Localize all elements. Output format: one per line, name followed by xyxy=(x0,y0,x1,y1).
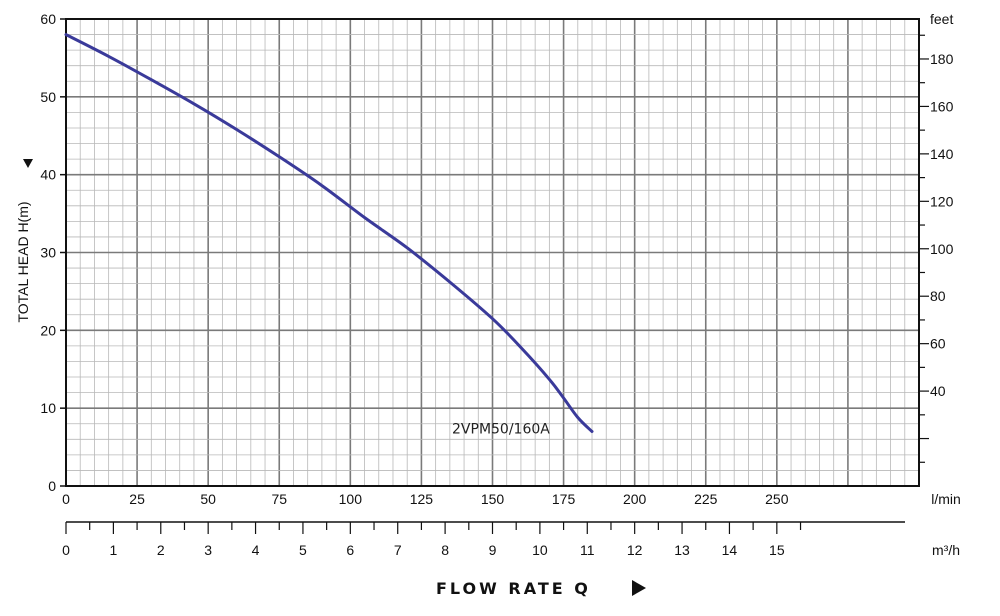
series-label: 2VPM50/160A xyxy=(452,422,550,438)
lpm-tick-label: 0 xyxy=(62,491,70,507)
right-tick-label: 160 xyxy=(930,98,954,114)
m3h-tick-label: 13 xyxy=(674,542,690,558)
right-tick-label: 180 xyxy=(930,51,954,67)
m3h-tick-label: 9 xyxy=(489,542,497,558)
m3h-tick-label: 11 xyxy=(580,542,595,558)
left-tick-label: 20 xyxy=(40,322,56,338)
lpm-tick-label: 100 xyxy=(339,491,363,507)
left-tick-label: 10 xyxy=(40,400,56,416)
left-tick-label: 50 xyxy=(40,89,56,105)
lpm-tick-label: 25 xyxy=(129,491,145,507)
m3h-tick-label: 0 xyxy=(62,542,70,558)
m3h-tick-label: 1 xyxy=(109,542,117,558)
right-tick-label: 60 xyxy=(930,336,946,352)
left-tick-label: 40 xyxy=(40,167,56,183)
left-tick-label: 30 xyxy=(40,245,56,261)
right-tick-label: 100 xyxy=(930,241,954,257)
right-tick-label: 40 xyxy=(930,383,946,399)
x-axis-arrow-icon xyxy=(632,580,646,596)
m3h-tick-label: 14 xyxy=(722,542,738,558)
m3h-axis-unit: m³/h xyxy=(932,542,960,558)
m3h-tick-label: 5 xyxy=(299,542,307,558)
m3h-tick-label: 15 xyxy=(769,542,785,558)
left-tick-label: 60 xyxy=(40,11,56,27)
series-line xyxy=(64,33,594,433)
lpm-tick-label: 250 xyxy=(765,491,789,507)
m3h-tick-label: 12 xyxy=(627,542,643,558)
y-axis-title-group: TOTAL HEAD H(m) xyxy=(15,159,33,323)
lpm-tick-label: 150 xyxy=(481,491,505,507)
m3h-tick-label: 3 xyxy=(204,542,212,558)
y-axis-title: TOTAL HEAD H(m) xyxy=(15,201,31,322)
lpm-tick-label: 175 xyxy=(552,491,576,507)
m3h-tick-label: 6 xyxy=(346,542,354,558)
y-axis-arrow-icon xyxy=(23,159,33,168)
right-axis-ticks: 40 60 80 100 120 140 160 180 xyxy=(919,34,954,463)
lpm-axis-unit: l/min xyxy=(931,491,961,507)
left-axis-ticks: 0 10 20 30 40 50 60 xyxy=(40,11,66,494)
right-tick-label: 120 xyxy=(930,193,954,209)
lpm-tick-label: 200 xyxy=(623,491,647,507)
m3h-tick-label: 8 xyxy=(441,542,449,558)
m3h-tick-label: 4 xyxy=(252,542,260,558)
series-group: 2VPM50/160A xyxy=(64,33,594,438)
m3h-axis: 0 1 2 3 4 5 6 7 8 9 10 11 12 13 14 15 xyxy=(62,521,905,558)
lpm-tick-label: 125 xyxy=(410,491,434,507)
m3h-tick-label: 7 xyxy=(394,542,402,558)
x-axis-title: FLOW RATE Q xyxy=(436,579,591,598)
lpm-tick-label: 75 xyxy=(271,491,287,507)
lpm-tick-label: 225 xyxy=(694,491,718,507)
right-axis-unit: feet xyxy=(930,11,953,27)
m3h-tick-label: 2 xyxy=(157,542,165,558)
lpm-axis-ticks: 0 25 50 75 100 125 150 175 200 225 250 xyxy=(62,491,789,507)
grid xyxy=(66,19,919,486)
right-tick-label: 140 xyxy=(930,146,954,162)
lpm-tick-label: 50 xyxy=(200,491,216,507)
left-tick-label: 0 xyxy=(48,478,56,494)
m3h-tick-label: 10 xyxy=(532,542,548,558)
right-tick-label: 80 xyxy=(930,288,946,304)
